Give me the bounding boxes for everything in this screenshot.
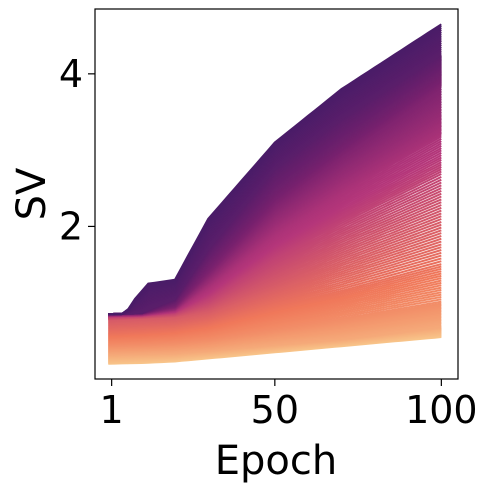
- y-tick-label: 2: [59, 204, 83, 248]
- series-line: [108, 47, 442, 316]
- series-line: [108, 45, 442, 316]
- series-line: [108, 38, 442, 316]
- y-axis-ticks: 24: [59, 52, 95, 248]
- x-axis-title: Epoch: [215, 438, 337, 484]
- series-line: [108, 23, 442, 316]
- x-tick-label: 1: [100, 388, 124, 432]
- series-line: [108, 34, 442, 316]
- x-tick-label: 100: [405, 388, 478, 432]
- series-line: [108, 49, 442, 316]
- x-axis-ticks: 1 50 100: [100, 379, 478, 432]
- y-tick-label: 4: [59, 52, 83, 96]
- series-line: [108, 42, 442, 316]
- series-line: [108, 29, 442, 316]
- plot-frame: [94, 8, 459, 380]
- series-lines: [108, 23, 442, 365]
- series-line: [108, 27, 442, 316]
- x-tick-label: 50: [251, 388, 299, 432]
- series-line: [108, 51, 442, 316]
- series-line: [108, 30, 442, 316]
- series-line: [108, 36, 442, 316]
- series-line: [108, 40, 442, 316]
- y-axis-title: SV: [9, 167, 55, 220]
- series-line: [108, 25, 442, 316]
- series-line: [108, 32, 442, 316]
- series-line: [108, 53, 442, 316]
- series-line: [108, 44, 442, 316]
